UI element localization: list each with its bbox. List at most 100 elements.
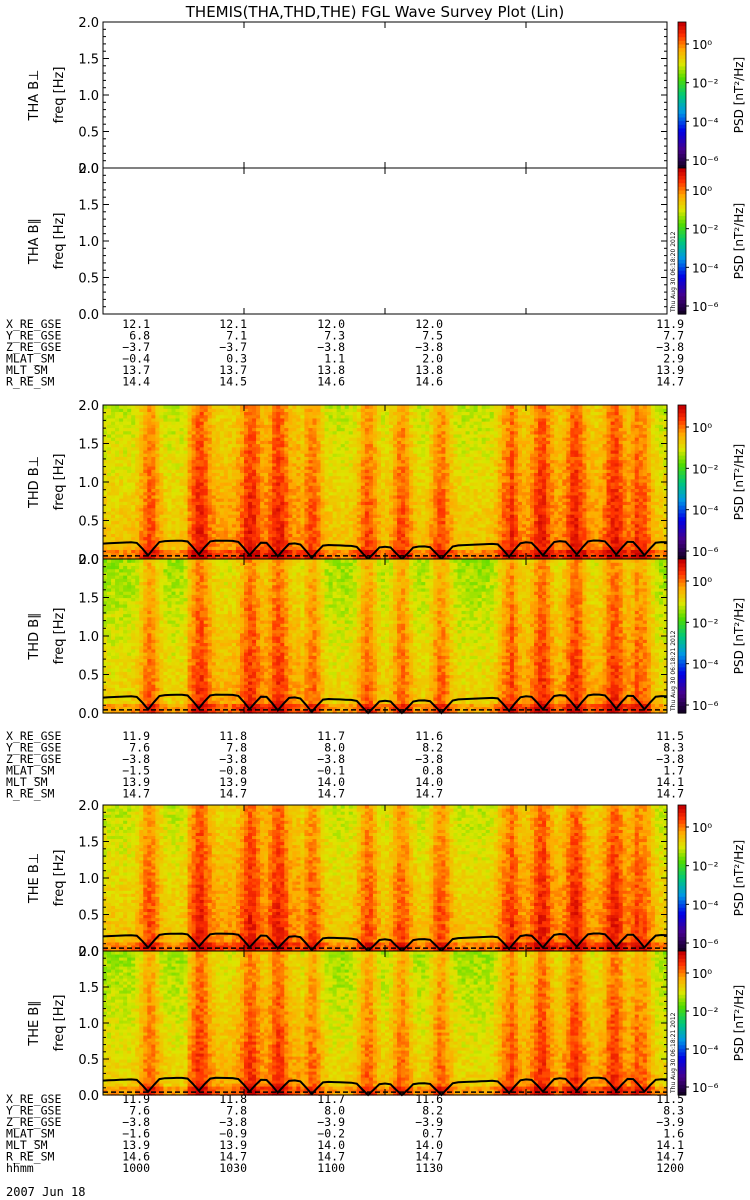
freq-tick-label: 2.0 bbox=[78, 16, 99, 31]
freq-tick-label: 1.0 bbox=[78, 235, 99, 250]
colorbar-label: PSD [nT²/Hz] bbox=[732, 203, 746, 279]
spectrogram-thd-bperp bbox=[103, 405, 668, 560]
ephemeris-thd: X_RE_GSE 11.9 11.8 11.7 11.6 11.5Y_RE_GSE 7.6 7… bbox=[6, 729, 684, 801]
spectrogram-thd-bpar bbox=[103, 559, 668, 714]
panel-frame bbox=[103, 22, 667, 168]
colorbar-tick-label: 10⁰ bbox=[692, 421, 712, 435]
colorbar-tick-label: 10⁻² bbox=[692, 860, 719, 874]
panel-ylabel: freq [Hz] bbox=[52, 850, 67, 907]
colorbar-label: PSD [nT²/Hz] bbox=[732, 840, 746, 916]
colorbar-tick-label: 10⁰ bbox=[692, 821, 712, 835]
ephemeris-value: 14.7 bbox=[317, 787, 345, 801]
figure-title: THEMIS(THA,THD,THE) FGL Wave Survey Plot… bbox=[185, 3, 564, 21]
timestamp-stamp: Thu Aug 30 06:18:21 2012 bbox=[670, 630, 677, 712]
freq-tick-label: 0.0 bbox=[78, 308, 99, 323]
freq-tick-label: 1.5 bbox=[78, 836, 99, 851]
freq-tick-label: 1.0 bbox=[78, 1017, 99, 1032]
colorbar-tick-label: 10⁻⁴ bbox=[692, 1043, 719, 1057]
freq-tick-label: 0.5 bbox=[78, 515, 99, 530]
colorbar-thd-bperp: 10⁰ 10⁻² 10⁻⁴ 10⁻⁶ PSD [nT²/Hz] bbox=[678, 405, 746, 560]
colorbar-tick-label: 10⁻⁶ bbox=[692, 937, 719, 951]
freq-tick-label: 1.0 bbox=[78, 476, 99, 491]
panel-ylabel: freq [Hz] bbox=[52, 213, 67, 270]
colorbar-tick-label: 10⁻⁶ bbox=[692, 699, 719, 713]
freq-tick-label: 1.5 bbox=[78, 981, 99, 996]
freq-tick-label: 2.0 bbox=[78, 945, 99, 960]
panel-ylabel: freq [Hz] bbox=[52, 608, 67, 665]
colorbar-tick-label: 10⁻⁴ bbox=[692, 504, 719, 518]
colorbar-label: PSD [nT²/Hz] bbox=[732, 985, 746, 1061]
colorbar-label: PSD [nT²/Hz] bbox=[732, 444, 746, 520]
spectrogram-the-bpar bbox=[103, 951, 668, 1096]
colorbar-tick-label: 10⁻⁶ bbox=[692, 545, 719, 559]
freq-tick-label: 1.5 bbox=[78, 53, 99, 68]
time-tick-label: 1030 bbox=[219, 1161, 247, 1175]
spectrogram-the-bperp bbox=[103, 805, 668, 952]
colorbar-tick-label: 10⁰ bbox=[692, 967, 712, 981]
freq-tick-label: 0.5 bbox=[78, 909, 99, 924]
ephemeris-tha: X_RE_GSE 12.1 12.1 12.0 12.0 11.9Y_RE_GSE 6.8 7… bbox=[6, 317, 684, 389]
freq-tick-label: 0.0 bbox=[78, 1089, 99, 1104]
colorbar-label: PSD [nT²/Hz] bbox=[732, 57, 746, 133]
ephemeris-value: 14.6 bbox=[317, 375, 345, 389]
freq-tick-label: 2.0 bbox=[78, 553, 99, 568]
panel-title: THA B⊥ bbox=[27, 70, 42, 122]
panel-title: THD B∥ bbox=[27, 612, 42, 660]
colorbar-tick-label: 10⁻² bbox=[692, 1005, 719, 1019]
ephemeris-value: 14.7 bbox=[415, 787, 443, 801]
colorbar-tick-label: 10⁻⁴ bbox=[692, 658, 719, 672]
ephemeris-value: 14.6 bbox=[415, 375, 443, 389]
freq-tick-label: 0.5 bbox=[78, 669, 99, 684]
freq-tick-label: 1.5 bbox=[78, 199, 99, 214]
colorbar-tha-bpar: 10⁰ 10⁻² 10⁻⁴ 10⁻⁶ PSD [nT²/Hz] bbox=[678, 168, 746, 315]
time-tick-label: 1100 bbox=[317, 1161, 345, 1175]
colorbar-tick-label: 10⁻⁴ bbox=[692, 261, 719, 275]
freq-tick-label: 1.0 bbox=[78, 630, 99, 645]
colorbar-tick-label: 10⁻⁶ bbox=[692, 154, 719, 168]
colorbar-tick-label: 10⁻² bbox=[692, 462, 719, 476]
colorbar-tick-label: 10⁻⁶ bbox=[692, 1081, 719, 1095]
freq-tick-label: 1.5 bbox=[78, 592, 99, 607]
colorbar-tick-label: 10⁰ bbox=[692, 575, 712, 589]
ephemeris-value: 14.7 bbox=[122, 787, 150, 801]
ephemeris-value: 14.7 bbox=[219, 787, 247, 801]
colorbar-tick-label: 10⁰ bbox=[692, 38, 712, 52]
time-tick-label: 1200 bbox=[656, 1161, 684, 1175]
freq-tick-label: 1.0 bbox=[78, 872, 99, 887]
panel-ylabel: freq [Hz] bbox=[52, 454, 67, 511]
colorbar-tick-label: 10⁻² bbox=[692, 223, 719, 237]
panel-title: THE B⊥ bbox=[27, 853, 42, 904]
timestamp-stamp: Thu Aug 30 06:18:21 2012 bbox=[670, 1012, 677, 1094]
time-tick-label: 1000 bbox=[122, 1161, 150, 1175]
ephemeris-value: 14.5 bbox=[219, 375, 247, 389]
time-row-label: hhmm bbox=[6, 1161, 34, 1175]
timestamp-stamp: Thu Aug 30 06:18:20 2012 bbox=[670, 231, 677, 313]
freq-tick-label: 2.0 bbox=[78, 399, 99, 414]
colorbar-tick-label: 10⁻⁴ bbox=[692, 115, 719, 129]
ephemeris-the: X_RE_GSE 11.9 11.8 11.7 11.6 11.5Y_RE_GSE 7.6 7… bbox=[6, 1092, 684, 1175]
colorbar-tick-label: 10⁰ bbox=[692, 184, 712, 198]
panel-frame bbox=[103, 168, 667, 314]
ephemeris-row-label: R_RE_SM bbox=[6, 787, 55, 801]
freq-tick-label: 0.5 bbox=[78, 126, 99, 141]
freq-tick-label: 1.5 bbox=[78, 438, 99, 453]
ephemeris-row-label: R_RE_SM bbox=[6, 375, 55, 389]
ephemeris-value: 14.7 bbox=[656, 787, 684, 801]
panel-title: THE B∥ bbox=[27, 1000, 42, 1046]
panel-ylabel: freq [Hz] bbox=[52, 67, 67, 124]
ephemeris-value: 14.7 bbox=[656, 375, 684, 389]
time-tick-label: 1130 bbox=[415, 1161, 443, 1175]
panel-title: THD B⊥ bbox=[27, 456, 42, 509]
panel-title: THA B∥ bbox=[27, 218, 42, 265]
colorbar-tick-label: 10⁻⁶ bbox=[692, 300, 719, 314]
freq-tick-label: 0.0 bbox=[78, 707, 99, 722]
